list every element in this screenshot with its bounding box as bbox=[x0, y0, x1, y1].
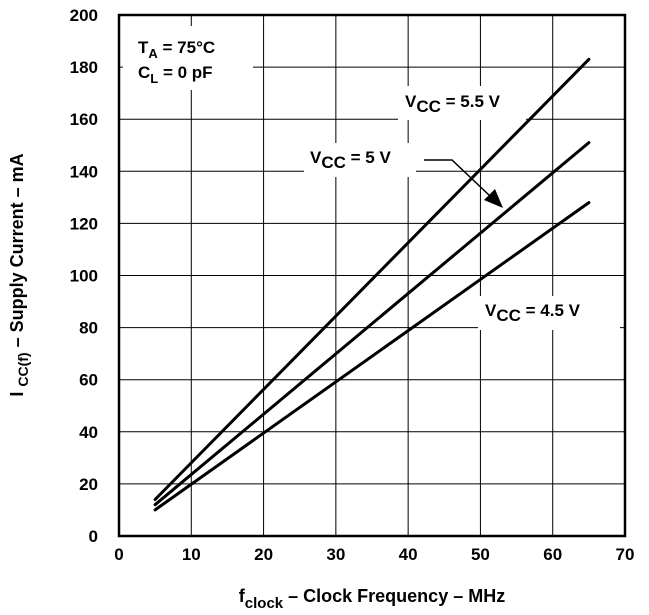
x-tick-label: 70 bbox=[616, 545, 635, 564]
y-tick-label: 100 bbox=[70, 267, 98, 286]
series-label-5-5v: VCC = 5.5 V bbox=[405, 92, 501, 116]
x-axis-title: fclock – Clock Frequency – MHz bbox=[239, 586, 505, 612]
leader-line-5v bbox=[424, 159, 491, 197]
x-tick-label: 10 bbox=[182, 545, 201, 564]
y-axis-title: I CC(f) – Supply Current – mA bbox=[7, 153, 31, 396]
tick-labels: 0 10 20 30 40 50 60 70 0 20 40 60 80 100 120 140 160 180 2… bbox=[70, 6, 635, 564]
x-tick-label: 30 bbox=[326, 545, 345, 564]
series-line-5-5v bbox=[153, 57, 591, 501]
series-label-bg-5-5v bbox=[398, 86, 526, 120]
y-tick-label: 80 bbox=[79, 319, 98, 338]
data-curves bbox=[153, 57, 591, 512]
series-label-bg-4-5v bbox=[478, 296, 620, 330]
y-tick-label: 120 bbox=[70, 214, 98, 233]
arrow-head-5v bbox=[484, 189, 503, 208]
y-tick-label: 60 bbox=[79, 371, 98, 390]
series-line-4-5v bbox=[153, 201, 591, 512]
x-tick-label: 50 bbox=[471, 545, 490, 564]
y-tick-label: 40 bbox=[79, 423, 98, 442]
plot-frame bbox=[117, 13, 627, 538]
series-line-5v bbox=[153, 141, 591, 507]
y-tick-label: 0 bbox=[89, 527, 98, 546]
series-label-bg-5v bbox=[304, 143, 416, 177]
y-tick-label: 200 bbox=[70, 6, 98, 25]
x-tick-label: 0 bbox=[114, 545, 123, 564]
y-tick-label: 180 bbox=[70, 58, 98, 77]
y-tick-label: 140 bbox=[70, 162, 98, 181]
condition-temperature: TA = 75°C bbox=[138, 38, 215, 61]
x-tick-label: 20 bbox=[254, 545, 273, 564]
condition-load-capacitance: CL = 0 pF bbox=[138, 63, 213, 86]
y-tick-label: 160 bbox=[70, 110, 98, 129]
conditions-box bbox=[123, 26, 253, 90]
x-tick-label: 60 bbox=[543, 545, 562, 564]
series-label-5v: VCC = 5 V bbox=[310, 148, 391, 172]
y-tick-label: 20 bbox=[79, 475, 98, 494]
x-tick-label: 40 bbox=[399, 545, 418, 564]
series-label-4-5v: VCC = 4.5 V bbox=[485, 301, 581, 325]
